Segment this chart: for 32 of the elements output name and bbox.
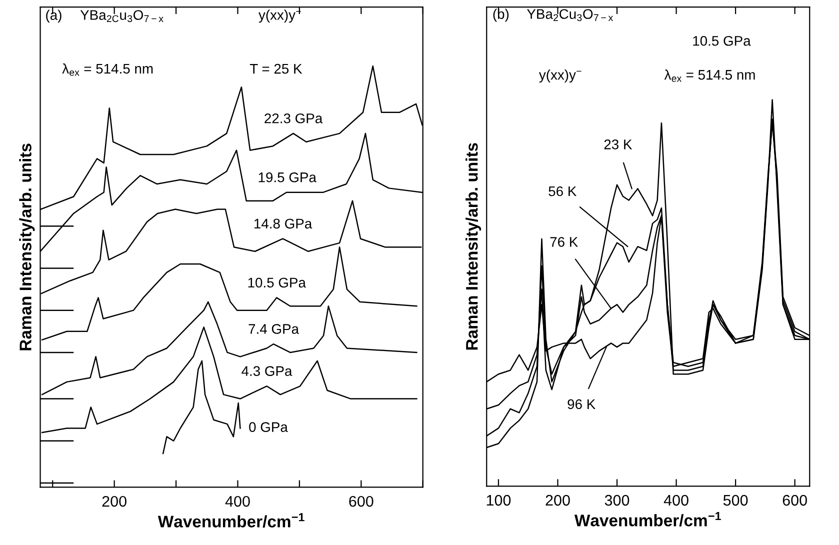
x-axis-title: Wavenumber/cm$^{−1}$ <box>574 512 721 527</box>
x-tick-label: 400 <box>664 494 688 506</box>
x-tick-label: 100 <box>486 494 511 506</box>
x-tick-label: 200 <box>102 496 126 507</box>
x-axis-title: Wavenumber/cm$^{−1}$ <box>158 513 304 528</box>
text: 10.5 GPa <box>693 36 751 46</box>
y-axis-title: Raman Intensity/arb. units <box>466 143 482 350</box>
annotation: 0 GPa <box>249 422 288 432</box>
text: (a) <box>46 10 62 23</box>
annotation: 10.5 GPa <box>248 278 306 288</box>
text: YBa$_{2}$Cu$_{3}$O$_{7−x}$ <box>526 9 614 22</box>
x-tick-label: 600 <box>782 494 807 506</box>
annotation: 56 K <box>548 186 577 196</box>
annotation: 76 K <box>550 237 578 247</box>
x-tick-label: 200 <box>546 494 570 506</box>
annotation: 7.4 GPa <box>248 324 300 334</box>
x-tick-label: 600 <box>349 496 374 507</box>
annotation: 22.3 GPa <box>264 113 323 124</box>
annotation: 96 K <box>568 399 596 410</box>
annotation: 19.5 GPa <box>258 172 316 182</box>
text: y(xx)y$^{−}$ <box>538 70 582 82</box>
y-axis-title: Raman Intensity/arb. units <box>19 144 35 350</box>
annotation: 23 K <box>604 140 632 150</box>
text: YBa$_{2C}$u$_{3}$O$_{7−x}$ <box>80 10 164 22</box>
annotation: λ$_{ex}$ = 514.5 nm <box>62 63 153 76</box>
text: λ$_{ex}$ = 514.5 nm <box>664 70 755 82</box>
x-tick-label: 500 <box>723 494 748 506</box>
annotation: 4.3 GPa <box>242 366 292 376</box>
x-tick-label: 300 <box>604 494 630 506</box>
annotation: T = 25 K <box>250 64 302 74</box>
annotation: 14.8 GPa <box>254 218 312 229</box>
x-tick-label: 400 <box>225 496 250 507</box>
